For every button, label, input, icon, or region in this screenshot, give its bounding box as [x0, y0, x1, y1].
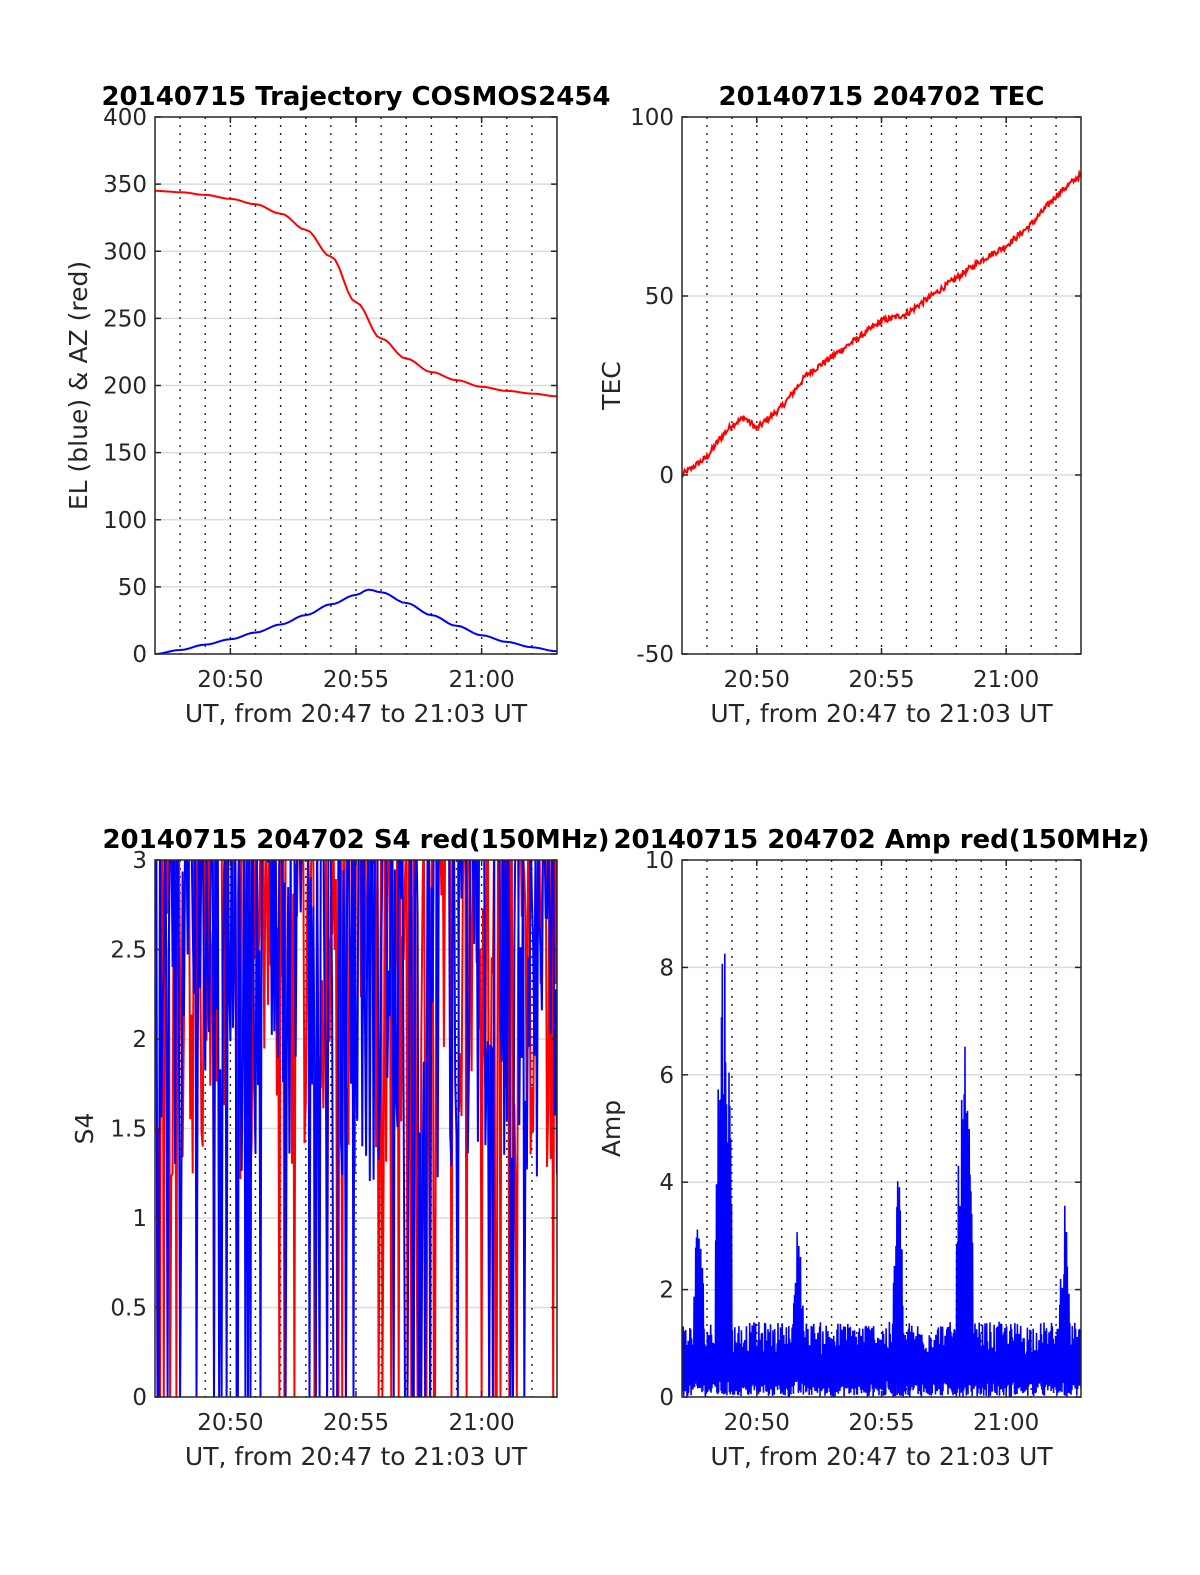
y-tick-label: 1.5 [110, 1117, 147, 1143]
y-tick-label: 350 [103, 172, 147, 198]
x-tick-label: 20:50 [724, 1410, 790, 1436]
x-tick-label: 20:55 [323, 1410, 389, 1436]
y-tick-label: 100 [630, 105, 674, 131]
x-tick-label: 21:00 [973, 1410, 1039, 1436]
x-tick-label: 20:50 [197, 667, 263, 693]
chart-3: 0 0.5 1 1.5 2 2.5 3 20:50 20:55 21:00 20140715 204… [70, 825, 610, 1471]
y-tick-label: 400 [103, 105, 147, 131]
y-axis-label: TEC [597, 361, 626, 411]
x-axis-label: UT, from 20:47 to 21:03 UT [710, 699, 1053, 728]
x-tick-label: 21:00 [973, 667, 1039, 693]
series-line-2 [155, 860, 557, 1397]
x-tick-label: 20:50 [724, 667, 790, 693]
y-tick-label: 6 [659, 1063, 674, 1089]
x-tick-label: 20:50 [197, 1410, 263, 1436]
y-tick-label: 4 [659, 1170, 674, 1196]
y-tick-label: 150 [103, 441, 147, 467]
series-line-1 [682, 168, 1081, 479]
x-tick-label: 20:55 [323, 667, 389, 693]
chart-title: 20140715 204702 S4 red(150MHz) [102, 825, 609, 855]
y-tick-label: 1 [132, 1206, 147, 1232]
y-tick-label: 3 [132, 848, 147, 874]
plot-area [155, 189, 557, 654]
y-tick-label: 8 [659, 955, 674, 981]
y-tick-label: 2 [132, 1027, 147, 1053]
y-tick-label: 50 [118, 575, 147, 601]
plot-area [682, 168, 1081, 479]
x-axis-label: UT, from 20:47 to 21:03 UT [710, 1442, 1053, 1471]
y-tick-label: 0 [659, 463, 674, 489]
y-tick-label: 10 [645, 848, 674, 874]
y-tick-label: 300 [103, 239, 147, 265]
x-axis-label: UT, from 20:47 to 21:03 UT [185, 699, 528, 728]
plot-area [682, 953, 1081, 1397]
y-tick-label: 2 [659, 1278, 674, 1304]
series-line-1 [155, 189, 557, 398]
y-axis-label: EL (blue) & AZ (red) [64, 261, 93, 510]
series-line-2 [155, 588, 557, 654]
x-tick-label: 20:55 [848, 1410, 914, 1436]
chart-title: 20140715 204702 TEC [719, 82, 1045, 112]
y-tick-label: 100 [103, 508, 147, 534]
y-tick-label: 2.5 [110, 938, 147, 964]
y-tick-label: 0 [132, 642, 147, 668]
y-tick-label: -50 [636, 642, 674, 668]
x-axis-label: UT, from 20:47 to 21:03 UT [185, 1442, 528, 1471]
chart-title: 20140715 Trajectory COSMOS2454 [101, 82, 610, 112]
y-tick-label: 0 [659, 1385, 674, 1411]
plot-area [155, 860, 557, 1397]
y-tick-label: 250 [103, 306, 147, 332]
chart-title: 20140715 204702 Amp red(150MHz) [613, 825, 1149, 855]
y-tick-label: 50 [645, 284, 674, 310]
x-tick-label: 20:55 [848, 667, 914, 693]
x-tick-label: 21:00 [448, 1410, 514, 1436]
y-tick-label: 0 [132, 1385, 147, 1411]
chart-1: 0 50 100 150 200 250 300 350 400 20:50 20:55 21:00 2… [64, 82, 611, 728]
chart-4: 0 2 4 6 8 10 20:50 20:55 21:00 20140715 204702 Am… [597, 825, 1150, 1471]
y-tick-label: 200 [103, 374, 147, 400]
y-axis-label: S4 [70, 1113, 99, 1145]
series-line-1 [682, 953, 1081, 1397]
x-tick-label: 21:00 [448, 667, 514, 693]
y-axis-label: Amp [597, 1100, 626, 1157]
chart-2: -50 0 50 100 20:50 20:55 21:00 20140715 204702 … [597, 82, 1082, 728]
y-tick-label: 0.5 [110, 1296, 147, 1322]
